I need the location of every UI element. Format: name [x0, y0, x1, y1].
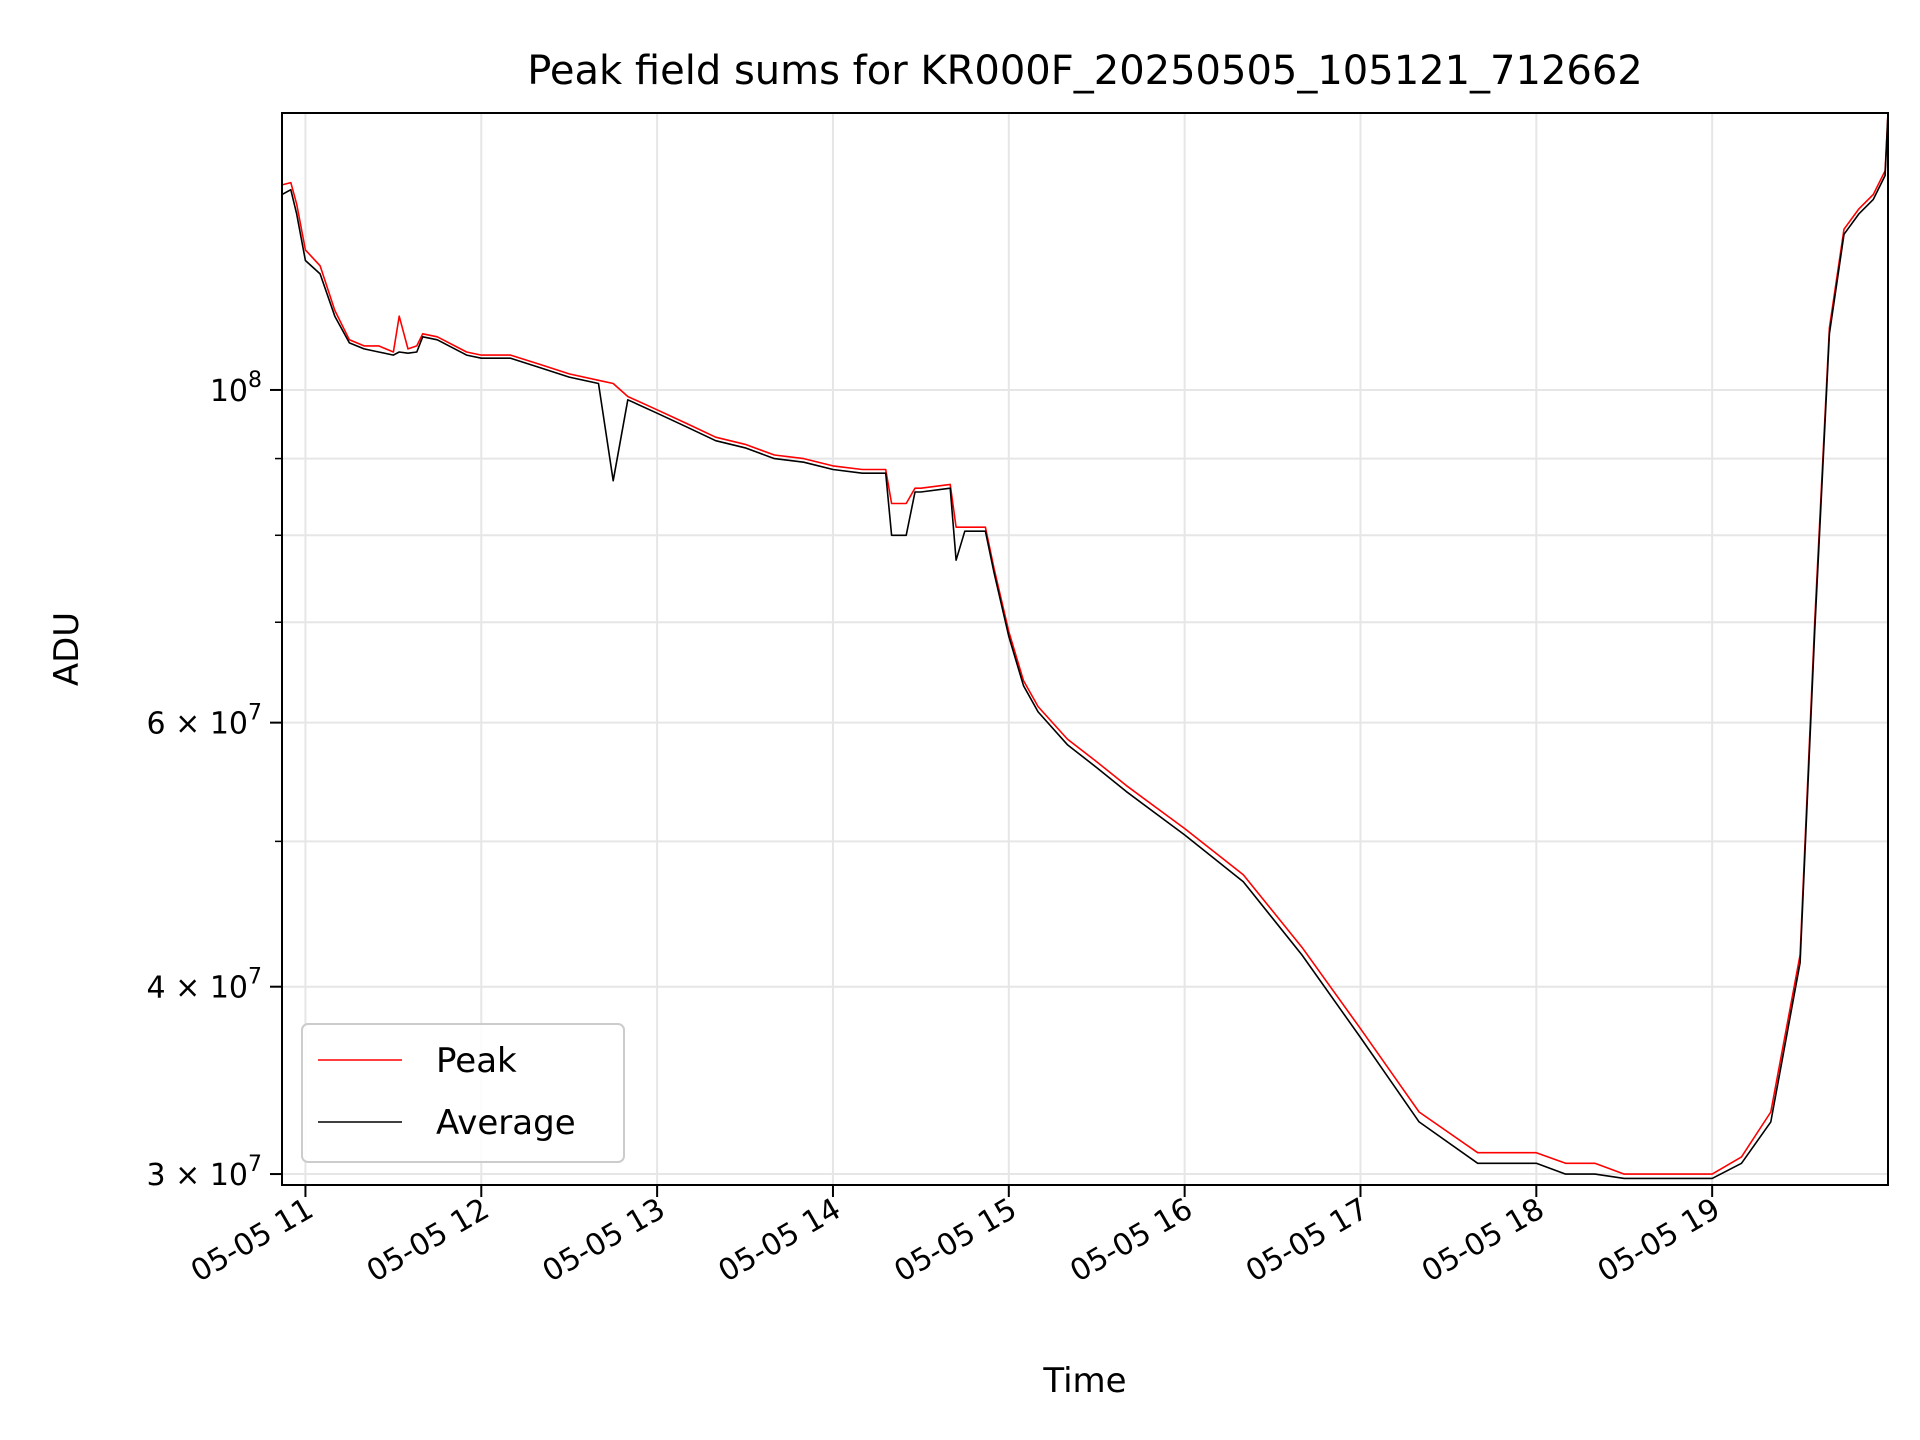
y-tick-mantissa: 4	[147, 971, 166, 1006]
y-tick-base: 10	[210, 374, 248, 409]
y-tick-label: 6 × 107	[147, 701, 263, 742]
y-tick-exponent: 7	[248, 1152, 262, 1177]
y-tick-label: 3 × 107	[147, 1152, 263, 1193]
grid	[282, 113, 1888, 1185]
legend-label-peak: Peak	[436, 1041, 517, 1081]
y-tick-exponent: 8	[248, 368, 262, 393]
y-tick-exponent: 7	[248, 965, 262, 990]
x-axis-label: Time	[1042, 1361, 1126, 1401]
y-tick-base: 10	[210, 1158, 248, 1193]
y-tick-label: 4 × 107	[147, 965, 263, 1006]
y-tick-times: ×	[166, 1158, 210, 1193]
y-tick-times: ×	[166, 971, 210, 1006]
y-axis-label: ADU	[47, 612, 87, 686]
legend-label-average: Average	[436, 1103, 576, 1143]
legend: Peak Average	[301, 1023, 625, 1163]
y-tick-exponent: 7	[248, 701, 262, 726]
y-tick-mantissa: 3	[147, 1158, 166, 1193]
y-tick-base: 10	[210, 707, 248, 742]
plot-frame	[281, 112, 1889, 1186]
legend-box	[301, 1023, 625, 1163]
chart-title: Peak field sums for KR000F_20250505_1051…	[527, 48, 1643, 94]
series-line-peak	[282, 113, 1888, 1175]
series-line-average	[282, 113, 1888, 1180]
series-layer	[282, 113, 1888, 1180]
y-tick-base: 10	[210, 971, 248, 1006]
y-tick-times: ×	[166, 707, 210, 742]
y-tick-mantissa: 6	[147, 707, 166, 742]
y-tick-label: 108	[210, 368, 262, 409]
